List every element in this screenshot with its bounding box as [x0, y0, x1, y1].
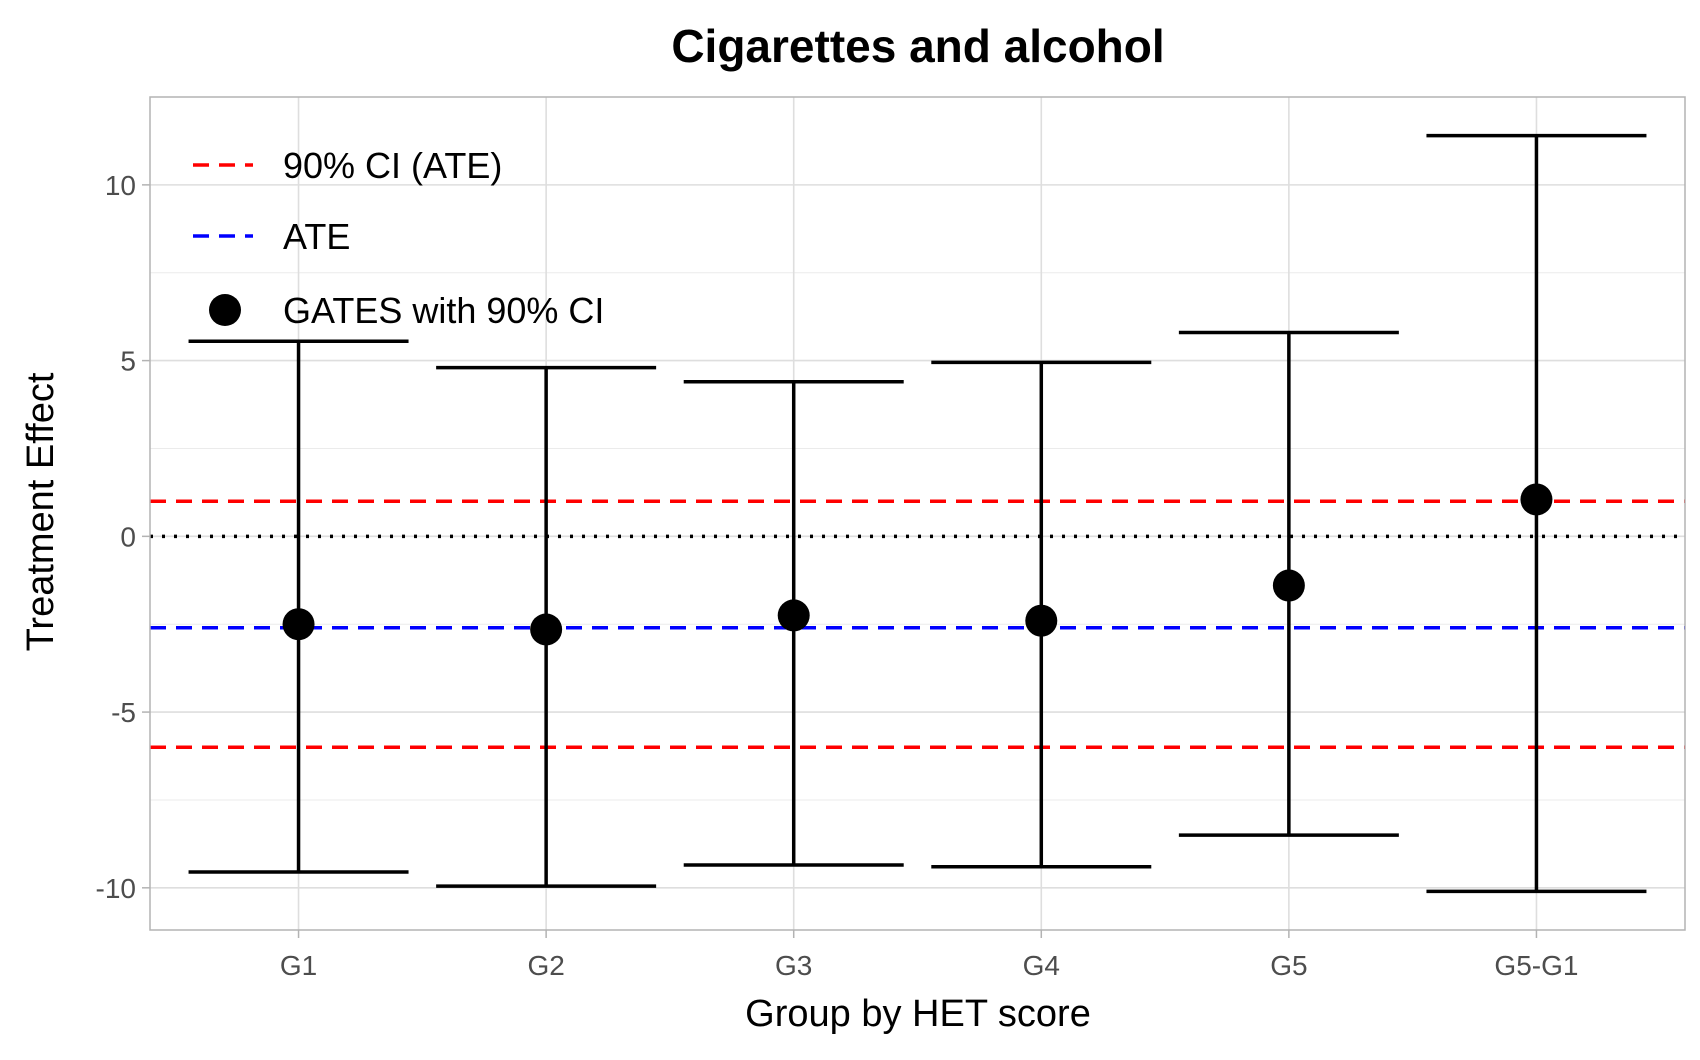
error-bars — [188, 133, 1647, 894]
chart-title: Cigarettes and alcohol — [671, 20, 1164, 72]
gates-point — [282, 608, 315, 641]
gates-point — [777, 599, 810, 632]
gates-point — [530, 613, 563, 646]
x-axis-title: Group by HET score — [745, 993, 1091, 1035]
x-tick-label: G5 — [1270, 950, 1307, 981]
legend-key-point — [209, 294, 241, 326]
y-tick-label: 0 — [120, 521, 136, 552]
legend: 90% CI (ATE) ATE GATES with 90% CI — [193, 145, 604, 331]
reference-lines — [150, 499, 1685, 749]
plot-panel-border — [149, 96, 1686, 931]
legend-label: 90% CI (ATE) — [283, 145, 502, 186]
legend-label: ATE — [283, 216, 350, 257]
gates-point — [1272, 569, 1305, 602]
y-tick-label: 5 — [120, 346, 136, 377]
y-tick-label: -10 — [96, 873, 136, 904]
gates-point — [1025, 604, 1058, 637]
legend-label: GATES with 90% CI — [283, 290, 604, 331]
x-tick-label: G5-G1 — [1494, 950, 1578, 981]
gates-point — [1520, 483, 1553, 516]
y-tick-label: 10 — [105, 170, 136, 201]
x-tick-label: G2 — [527, 950, 564, 981]
x-tick-label: G4 — [1023, 950, 1060, 981]
x-tick-label: G1 — [280, 950, 317, 981]
grid — [150, 97, 1685, 930]
y-tick-label: -5 — [111, 697, 136, 728]
y-axis-title: Treatment Effect — [20, 372, 62, 651]
x-tick-label: G3 — [775, 950, 812, 981]
x-axis-ticks: G1 G2 G3 G4 G5 G5-G1 — [280, 930, 1578, 981]
y-axis-ticks: -10 -5 0 5 10 — [96, 170, 150, 904]
